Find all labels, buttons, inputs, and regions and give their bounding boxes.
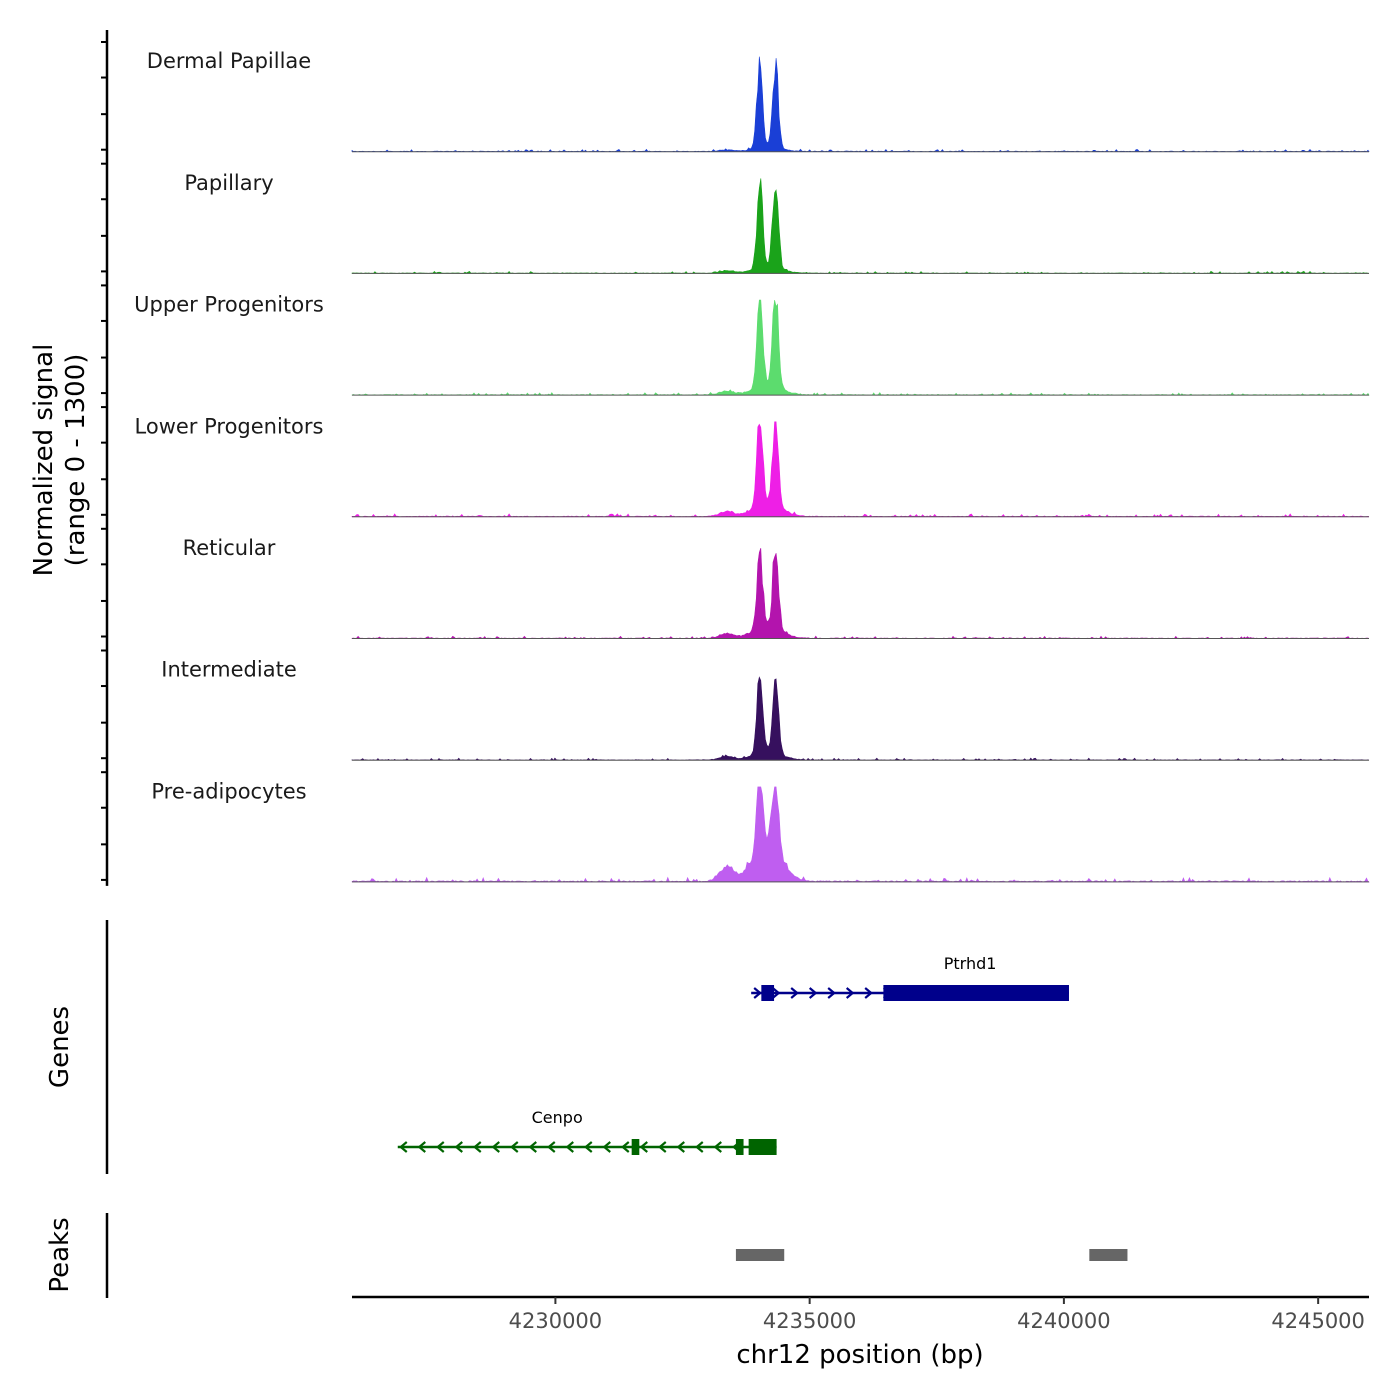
y-axis-range: (range 0 - 1300) <box>61 354 91 567</box>
strand-arrow <box>417 1141 426 1153</box>
track-label: Intermediate <box>161 658 297 682</box>
strand-arrow <box>845 987 855 999</box>
strand-arrow <box>827 987 836 999</box>
coverage-tracks: Dermal Papillae Papillary Upper Progenitor… <box>134 49 1370 883</box>
x-tick-label: 4235000 <box>763 1309 857 1333</box>
gene-ptrhd1: Ptrhd1 <box>751 954 1069 1001</box>
strand-arrow <box>621 1141 630 1153</box>
track-reticular: Reticular <box>183 536 1370 639</box>
track-label: Upper Progenitors <box>134 293 324 317</box>
x-tick-label: 4240000 <box>1017 1309 1111 1333</box>
peak-region <box>735 1249 785 1261</box>
strand-arrow <box>584 1141 593 1153</box>
genes-panel-title: Genes <box>45 1006 75 1088</box>
signal-area <box>351 676 1370 761</box>
peaks-panel-title: Peaks <box>45 1217 75 1292</box>
signal-area <box>351 299 1370 396</box>
track-label: Papillary <box>184 171 273 195</box>
x-axis-ticks: 4230000 4235000 4240000 4245000 <box>509 1297 1365 1333</box>
signal-area <box>351 56 1370 153</box>
strand-arrow <box>436 1141 445 1153</box>
strand-arrow <box>399 1141 408 1153</box>
signal-y-axis <box>101 30 109 886</box>
gene-exon <box>748 1139 777 1155</box>
signal-area <box>351 548 1370 639</box>
strand-arrow <box>473 1141 482 1153</box>
strand-arrow <box>454 1141 463 1153</box>
track-upper-progenitors: Upper Progenitors <box>134 293 1370 396</box>
track-label: Lower Progenitors <box>135 414 324 438</box>
strand-arrow <box>790 987 799 999</box>
track-label: Pre-adipocytes <box>151 779 306 803</box>
peak-regions <box>735 1249 1128 1261</box>
strand-arrow <box>547 1141 556 1153</box>
gene-exon <box>883 985 1069 1001</box>
track-papillary: Papillary <box>184 171 1370 274</box>
track-label: Reticular <box>183 536 276 560</box>
strand-arrow <box>753 987 762 999</box>
gene-label: Ptrhd1 <box>944 954 997 973</box>
strand-arrow <box>658 1141 667 1153</box>
strand-arrow <box>808 987 818 999</box>
gene-cenpo: Cenpo <box>397 1108 777 1155</box>
strand-arrow <box>491 1141 500 1153</box>
strand-arrow <box>510 1141 519 1153</box>
track-pre-adipocytes: Pre-adipocytes <box>151 779 1370 883</box>
signal-area <box>351 178 1370 274</box>
strand-arrow <box>864 987 873 999</box>
gene-exon <box>735 1139 744 1155</box>
track-dermal-papillae: Dermal Papillae <box>147 49 1370 153</box>
track-lower-progenitors: Lower Progenitors <box>135 414 1370 518</box>
strand-arrow <box>602 1141 611 1153</box>
signal-area <box>351 786 1370 883</box>
x-axis-title: chr12 position (bp) <box>736 1340 983 1370</box>
gene-exon <box>631 1139 640 1155</box>
strand-arrow <box>771 987 781 999</box>
strand-arrow <box>528 1141 537 1153</box>
peak-region <box>1089 1249 1128 1261</box>
x-tick-label: 4245000 <box>1271 1309 1365 1333</box>
gene-label: Cenpo <box>532 1108 583 1127</box>
strand-arrow <box>676 1141 685 1153</box>
strand-arrow <box>639 1141 648 1153</box>
strand-arrow <box>695 1141 704 1153</box>
gene-exon <box>761 985 775 1001</box>
y-axis-title: Normalized signal <box>29 344 59 577</box>
x-tick-label: 4230000 <box>509 1309 603 1333</box>
track-label: Dermal Papillae <box>147 49 311 73</box>
strand-arrow <box>565 1141 574 1153</box>
strand-arrow <box>713 1141 722 1153</box>
gene-annotations: Ptrhd1 Cenpo <box>397 954 1069 1155</box>
signal-area <box>351 421 1370 518</box>
track-intermediate: Intermediate <box>161 658 1370 761</box>
